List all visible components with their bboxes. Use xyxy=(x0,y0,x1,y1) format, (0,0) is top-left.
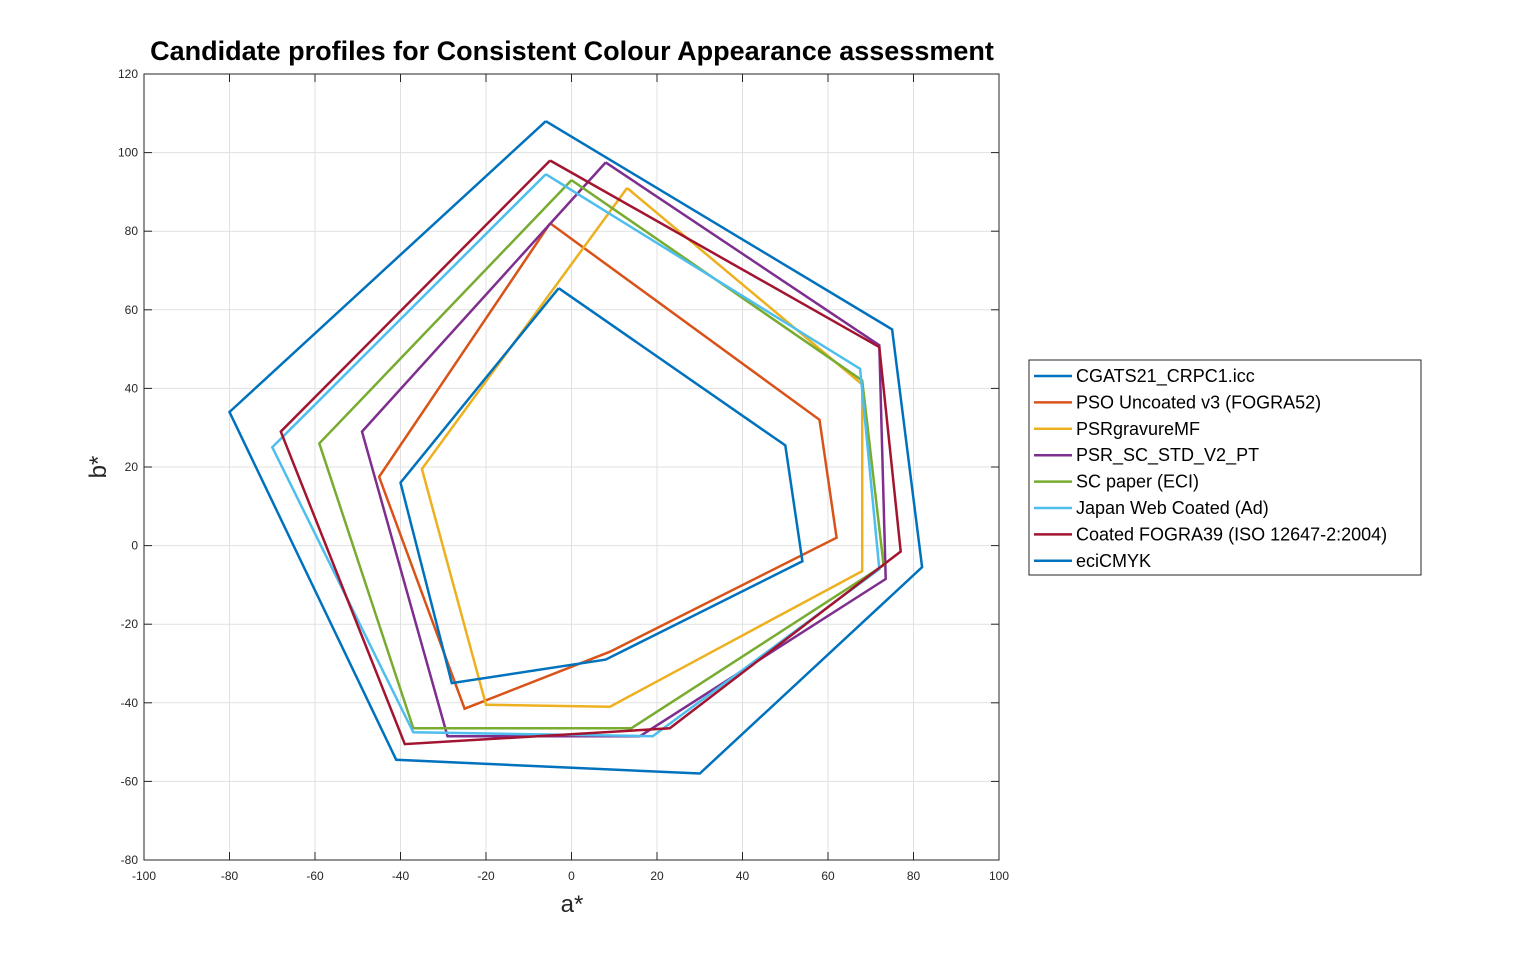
y-tick-label: 60 xyxy=(125,303,139,317)
x-tick-label: -20 xyxy=(477,869,495,883)
axis-ticks: -100 -80 -60 -40 -20 0 20 40 60 80 100 -80 -60 -40 -20… xyxy=(118,67,1009,883)
y-tick-label: 120 xyxy=(118,67,138,81)
series-line-6 xyxy=(270,173,881,738)
series-line-7 xyxy=(279,159,903,746)
y-tick-label: -60 xyxy=(121,774,139,788)
y-tick-label: 100 xyxy=(118,146,138,160)
plot-series xyxy=(227,120,924,775)
x-tick-label: 80 xyxy=(907,869,921,883)
y-tick-label: 80 xyxy=(125,224,139,238)
legend-entry: SC paper (ECI) xyxy=(1076,472,1199,492)
legend-entry: CGATS21_CRPC1.icc xyxy=(1076,366,1255,387)
x-tick-label: 40 xyxy=(736,869,750,883)
legend: CGATS21_CRPC1.icc PSO Uncoated v3 (FOGRA5… xyxy=(1028,359,1422,576)
legend-entry: Japan Web Coated (Ad) xyxy=(1076,498,1269,518)
x-tick-label: -60 xyxy=(306,869,324,883)
y-tick-label: 40 xyxy=(125,381,139,395)
x-tick-label: -40 xyxy=(392,869,410,883)
x-tick-label: -100 xyxy=(132,869,156,883)
legend-entry: PSR_SC_STD_V2_PT xyxy=(1076,445,1259,466)
y-tick-label: -40 xyxy=(121,696,139,710)
series-line-2 xyxy=(377,222,838,711)
legend-entry: PSO Uncoated v3 (FOGRA52) xyxy=(1076,392,1321,412)
legend-entry: eciCMYK xyxy=(1076,551,1151,571)
legend-entry: PSRgravureMF xyxy=(1076,419,1200,439)
legend-box xyxy=(1028,359,1422,576)
series-line-5 xyxy=(317,179,885,730)
chart-title: Candidate profiles for Consistent Colour… xyxy=(150,36,994,66)
y-tick-label: 0 xyxy=(131,539,138,553)
y-axis-label: b* xyxy=(85,456,112,479)
series-line-8 xyxy=(399,287,804,685)
x-tick-label: 100 xyxy=(989,869,1009,883)
x-axis-label: a* xyxy=(561,891,584,918)
x-tick-label: 60 xyxy=(821,869,835,883)
series-line-1 xyxy=(227,120,924,775)
x-tick-label: 20 xyxy=(650,869,664,883)
y-tick-label: 20 xyxy=(125,460,139,474)
legend-entry: Coated FOGRA39 (ISO 12647-2:2004) xyxy=(1076,524,1387,544)
x-tick-label: 0 xyxy=(568,869,575,883)
x-tick-label: -80 xyxy=(221,869,239,883)
y-tick-label: -20 xyxy=(121,617,139,631)
y-tick-label: -80 xyxy=(121,853,139,867)
